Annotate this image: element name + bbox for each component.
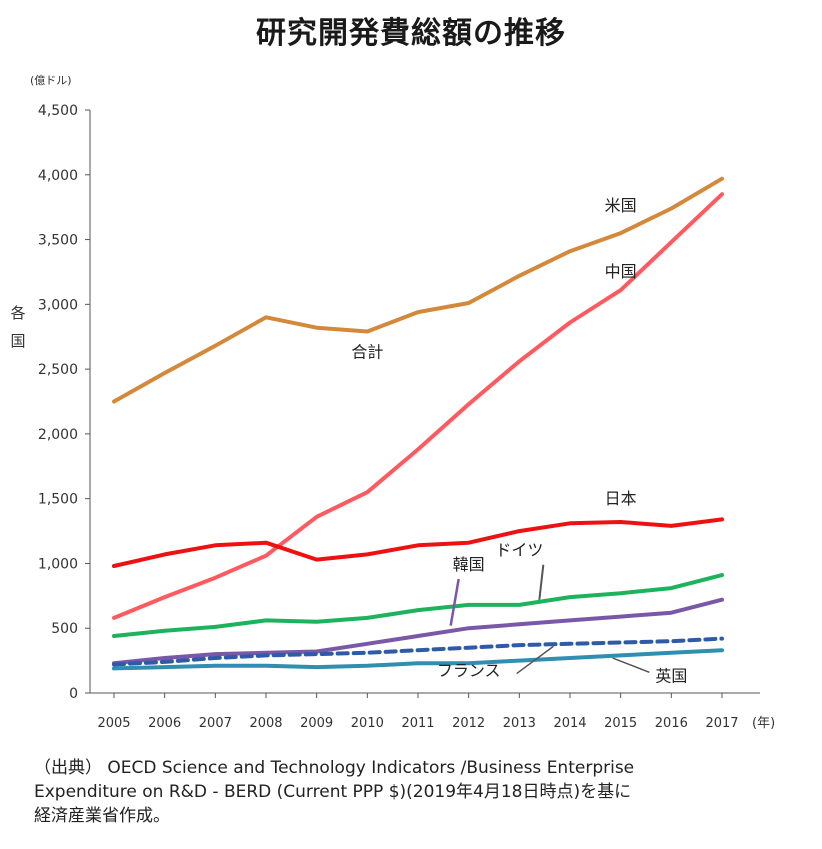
x-tick-label: 2010 xyxy=(351,716,384,731)
y-tick-label: 3,500 xyxy=(38,233,78,249)
series-line xyxy=(112,597,724,666)
x-tick-label: 2014 xyxy=(553,716,586,731)
annotation-leader xyxy=(612,657,650,673)
y-tick-label: 3,000 xyxy=(38,297,78,313)
chart-title: 研究開発費総額の推移 xyxy=(256,16,566,51)
y-tick-label: 4,000 xyxy=(38,168,78,184)
annotation-leader xyxy=(538,564,545,600)
y-tick-label: 1,000 xyxy=(38,556,78,572)
x-tick-label: 2012 xyxy=(452,716,485,731)
x-tick-label: 2007 xyxy=(199,716,232,731)
x-tick-label: 2009 xyxy=(300,716,333,731)
series-annotation: 韓国 xyxy=(453,555,485,574)
y-axis-label: 国 xyxy=(10,332,25,350)
series-annotation: 中国 xyxy=(605,262,637,281)
y-tick-label: 0 xyxy=(69,686,78,702)
series-line xyxy=(112,192,724,620)
x-tick-label: 2016 xyxy=(655,716,688,731)
series-annotation: 合計 xyxy=(351,342,383,361)
x-unit-label: (年) xyxy=(752,716,775,731)
series-line xyxy=(112,636,724,667)
series-line xyxy=(112,517,724,568)
y-tick-label: 2,500 xyxy=(38,362,78,378)
series-line xyxy=(112,648,724,671)
x-tick-label: 2005 xyxy=(97,716,130,731)
y-unit-label: (億ドル) xyxy=(30,74,72,87)
source-note: （出典） OECD Science and Technology Indicat… xyxy=(34,758,635,826)
x-tick-label: 2008 xyxy=(249,716,282,731)
x-tick-label: 2006 xyxy=(148,716,181,731)
y-tick-label: 2,000 xyxy=(38,427,78,443)
series-annotation: 日本 xyxy=(605,489,637,508)
series-annotation: ドイツ xyxy=(495,541,543,560)
line-chart: 0 500 1,000 1,500 2,000 2,500 3,000 3,500 4,000 4… xyxy=(10,74,775,731)
y-tick-label: 1,500 xyxy=(38,492,78,508)
y-tick-label: 4,500 xyxy=(38,103,78,119)
series-annotation: 米国 xyxy=(605,196,637,215)
x-tick-label: 2013 xyxy=(503,716,536,731)
x-tick-label: 2017 xyxy=(705,716,738,731)
annotation-leader xyxy=(516,645,554,675)
series-annotation: 英国 xyxy=(655,666,687,685)
series-annotation: フランス xyxy=(437,661,501,680)
y-tick-label: 500 xyxy=(51,621,78,637)
series-line xyxy=(112,573,724,638)
x-tick-label: 2011 xyxy=(401,716,434,731)
annotation-leader xyxy=(449,578,460,626)
y-axis-label: 各 xyxy=(10,304,25,322)
series-line xyxy=(112,176,724,404)
x-tick-label: 2015 xyxy=(604,716,637,731)
